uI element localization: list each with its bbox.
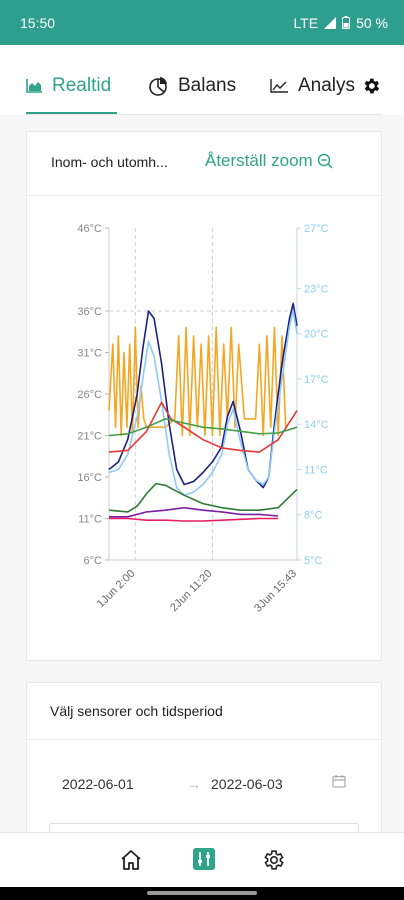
left-tick-label: 16°C [77, 472, 102, 484]
zoom-out-icon [317, 153, 333, 169]
tab-analys[interactable]: Analys [270, 75, 355, 97]
left-tick-label: 36°C [77, 306, 102, 318]
active-tab-indicator [26, 112, 117, 114]
settings-gear-icon[interactable] [261, 848, 285, 872]
arrow-right-icon: → [187, 776, 201, 792]
tab-realtid[interactable]: Realtid [26, 75, 111, 97]
chart-title: Inom- och utomh... [51, 154, 168, 170]
tab-label: Balans [178, 75, 237, 96]
left-tick-label: 31°C [77, 348, 102, 360]
sensor-card-header: Välj sensorer och tidsperiod [27, 683, 381, 740]
series-line-0 [108, 326, 287, 437]
right-tick-label: 8°C [304, 510, 323, 522]
status-bar: 15:50 LTE 50 % [0, 0, 404, 45]
reset-zoom-button[interactable]: Återställ zoom [205, 151, 333, 171]
sensor-card: Välj sensorer och tidsperiod 2022-06-01 … [26, 682, 383, 853]
chart-card: Inom- och utomh... Återställ zoom 46°C 36… [26, 131, 382, 661]
start-date[interactable]: 2022-06-01 [62, 776, 134, 792]
pie-chart-icon [149, 77, 167, 96]
tabs-divider [26, 114, 382, 115]
filter-sliders-icon[interactable] [193, 848, 215, 870]
right-tick-label: 20°C [304, 329, 329, 341]
tab-label: Realtid [52, 75, 112, 96]
x-tick-label: 1Jun 2:00 [95, 568, 138, 611]
signal-icon [324, 16, 337, 29]
area-chart-icon [26, 79, 42, 93]
series-line-4 [108, 418, 298, 437]
series-line-3 [108, 401, 298, 453]
end-date[interactable]: 2022-06-03 [211, 776, 283, 792]
tab-label: Analys [298, 75, 356, 96]
x-tick-label: 3Jun 15:43 [252, 568, 299, 615]
sensor-card-title: Välj sensorer och tidsperiod [50, 703, 223, 719]
line-chart-icon [270, 79, 288, 93]
left-tick-label: 11°C [78, 514, 102, 526]
right-tick-label: 17°C [304, 374, 329, 386]
battery-level: 50 % [356, 14, 388, 31]
network-type: LTE [293, 14, 319, 31]
status-icons: LTE 50 % [293, 15, 388, 31]
battery-icon [342, 16, 351, 29]
gesture-bar [0, 887, 404, 900]
calendar-icon[interactable] [332, 774, 346, 788]
bottom-nav [0, 832, 404, 887]
series-line-2 [108, 310, 298, 496]
right-tick-label: 11°C [304, 464, 328, 476]
date-range-picker[interactable]: 2022-06-01 → 2022-06-03 [27, 763, 383, 803]
right-tick-label: 5°C [304, 555, 323, 567]
left-tick-label: 6°C [84, 555, 103, 567]
right-tick-label: 23°C [304, 283, 329, 295]
right-tick-label: 27°C [304, 223, 329, 235]
left-tick-label: 46°C [77, 223, 102, 235]
series-line-5 [108, 482, 298, 513]
chart-card-header: Inom- och utomh... Återställ zoom [27, 132, 381, 196]
home-icon[interactable] [119, 848, 143, 872]
status-time: 15:50 [20, 14, 56, 31]
series-line-7 [109, 517, 279, 522]
app-screen: Realtid Balans Analys Inom- och utomh...… [0, 45, 404, 853]
right-tick-label: 14°C [304, 419, 329, 431]
top-tabs: Realtid Balans Analys [0, 45, 404, 115]
home-indicator[interactable] [147, 891, 257, 895]
series-line-6 [109, 506, 279, 518]
temperature-chart[interactable]: 46°C 36°C 31°C 26°C 21°C 16°C 11°C 6°C 27°C 23°C 2… [27, 196, 381, 661]
gear-icon[interactable] [361, 76, 381, 96]
left-tick-label: 26°C [77, 389, 102, 401]
left-tick-label: 21°C [77, 431, 102, 443]
tab-balans[interactable]: Balans [148, 75, 236, 97]
reset-zoom-label: Återställ zoom [205, 151, 313, 170]
x-tick-label: 2Jun 11:20 [168, 568, 214, 614]
